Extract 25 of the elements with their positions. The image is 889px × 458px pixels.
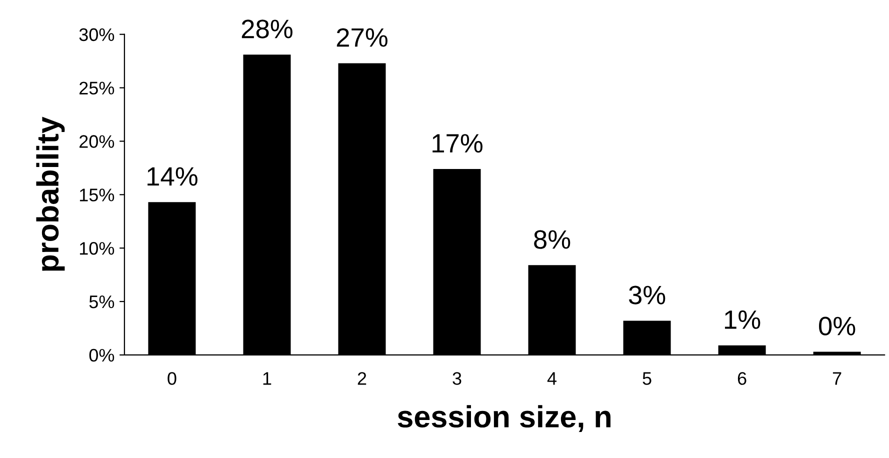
x-tick-label: 2 — [358, 372, 366, 385]
data-label: 27% — [336, 28, 388, 47]
x-tick-label: 4 — [547, 372, 557, 385]
data-label: 17% — [432, 134, 482, 153]
data-label: 3% — [628, 286, 666, 304]
y-tick-label: 20% — [80, 135, 114, 148]
x-tick-label: 3 — [452, 372, 462, 385]
data-label: 8% — [534, 230, 570, 249]
y-tick-label: 25% — [80, 82, 114, 95]
x-tick-label: 6 — [738, 372, 746, 385]
data-label: 14% — [148, 167, 198, 186]
y-tick-label: 30% — [79, 28, 114, 42]
x-tick-label: 0 — [168, 372, 176, 385]
x-tick-label: 1 — [263, 372, 272, 385]
x-axis-title: session size, n — [398, 405, 610, 432]
data-label: 0% — [819, 316, 856, 336]
x-tick-label: 7 — [832, 372, 842, 385]
x-tick-label: 5 — [642, 372, 652, 385]
data-label: 28% — [242, 20, 292, 38]
y-tick-label: 10% — [80, 242, 114, 255]
data-label: 1% — [724, 310, 760, 329]
y-tick-label: 5% — [89, 296, 114, 308]
y-axis-title: probability — [36, 116, 65, 271]
y-tick-label: 15% — [80, 188, 114, 202]
y-tick-label: 0% — [89, 348, 114, 362]
